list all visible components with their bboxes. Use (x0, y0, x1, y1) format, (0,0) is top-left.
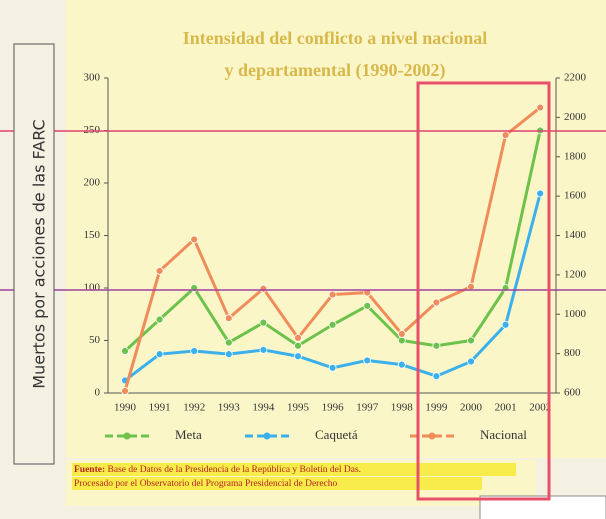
source-text: Procesado por el Observatorio del Progra… (74, 479, 338, 489)
legend-label: Meta (175, 427, 202, 442)
point (190, 235, 199, 244)
overlay-box (479, 495, 606, 519)
x-tick-label: 1990 (114, 402, 137, 414)
point (121, 347, 129, 355)
point (467, 357, 475, 366)
point (501, 320, 510, 329)
legend-marker (428, 432, 436, 440)
side-label-box (13, 43, 55, 465)
y-tick-label: 200 (84, 177, 101, 189)
x-tick-label: 1999 (425, 402, 448, 414)
point (432, 298, 441, 307)
x-tick-label: 1994 (252, 402, 275, 414)
y2-tick-label: 2000 (564, 111, 587, 123)
y2-tick-label: 1400 (564, 229, 587, 241)
side-label: Muertos por acciones de las FARC (30, 119, 49, 388)
point (397, 336, 406, 345)
point (328, 320, 337, 329)
x-tick-label: 2000 (460, 402, 483, 414)
legend-label: Nacional (480, 427, 527, 442)
point (294, 352, 302, 361)
point (224, 338, 233, 347)
chart-title: Intensidad del conflicto a nivel naciona… (183, 28, 488, 48)
chart-background (66, 0, 606, 458)
y2-tick-label: 1800 (564, 150, 587, 162)
legend-marker (123, 432, 131, 440)
source-text: Base de Datos de la Presidencia de la Re… (108, 465, 362, 475)
point (155, 267, 164, 275)
y-tick-label: 250 (84, 124, 101, 136)
point (432, 341, 441, 350)
y-tick-label: 300 (84, 72, 101, 84)
highlight-box (416, 81, 551, 501)
point (363, 288, 372, 297)
point (121, 387, 129, 395)
y-tick-label: 150 (84, 229, 101, 241)
point (363, 301, 372, 310)
y2-tick-label: 1000 (564, 308, 587, 320)
source-highlight (72, 463, 516, 476)
point (397, 360, 406, 369)
x-tick-label: 1991 (149, 402, 171, 414)
point (190, 347, 199, 355)
point (155, 315, 164, 324)
point (467, 336, 475, 345)
point (536, 103, 545, 112)
point (259, 346, 268, 354)
legend-marker (263, 432, 271, 440)
x-tick-label: 1993 (218, 402, 241, 414)
y2-tick-label: 2200 (564, 72, 587, 84)
point (501, 131, 510, 139)
x-tick-label: 1997 (356, 402, 379, 414)
y2-tick-label: 1600 (564, 190, 587, 202)
y2-tick-label: 1200 (564, 268, 587, 280)
point (259, 318, 268, 327)
x-tick-label: 1992 (183, 402, 205, 414)
point (294, 341, 302, 350)
x-tick-label: 1996 (322, 402, 345, 414)
point (294, 333, 302, 342)
point (397, 330, 406, 338)
plot: 0 50 100 150 200 250 300 600 800 1000 1200 1400 1600… (84, 72, 587, 442)
source-label: Fuente: (74, 465, 105, 475)
point (432, 372, 441, 381)
y2-tick-label: 600 (564, 387, 581, 399)
point (224, 350, 233, 359)
y2-tick-label: 800 (564, 347, 581, 359)
x-tick-label: 1995 (287, 402, 310, 414)
source-highlight (72, 477, 482, 490)
point (363, 356, 372, 365)
point (328, 290, 337, 299)
point (224, 314, 233, 323)
y-tick-label: 100 (84, 282, 101, 294)
x-tick-label: 2001 (495, 402, 517, 414)
source: Fuente: Base de Datos de la Presidencia … (74, 465, 361, 475)
point (328, 363, 337, 372)
point (467, 282, 475, 291)
x-tick-label: 2002 (529, 402, 551, 414)
y-tick-label: 50 (89, 334, 101, 346)
chart-title: y departamental (1990-2002) (225, 60, 446, 81)
y-tick-label: 0 (95, 387, 101, 399)
point (259, 284, 268, 293)
x-tick-label: 1998 (391, 402, 414, 414)
legend-label: Caquetá (315, 427, 358, 442)
point (155, 350, 164, 359)
point (536, 189, 545, 198)
